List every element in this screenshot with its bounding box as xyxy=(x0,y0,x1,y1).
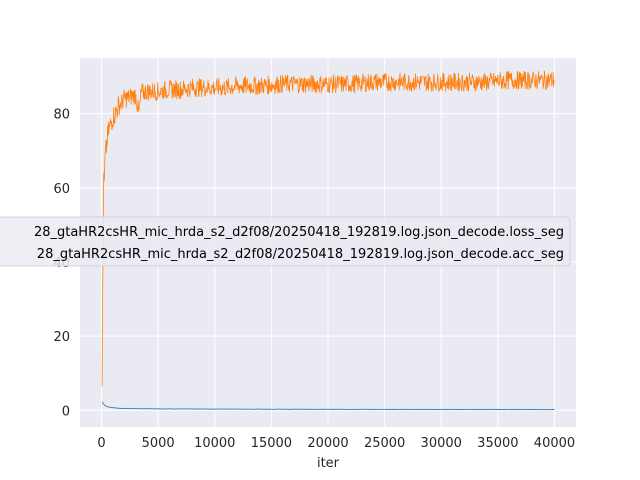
legend: 28_gtaHR2csHR_mic_hrda_s2_d2f08/20250418… xyxy=(0,216,571,267)
x-axis-ticks: 0 5000 10000 15000 20000 25000 30000 35000 40000 xyxy=(97,436,575,451)
x-tick-label-2: 10000 xyxy=(194,436,235,451)
x-tick-label-1: 5000 xyxy=(142,436,175,451)
x-tick-label-0: 0 xyxy=(97,436,105,451)
legend-box xyxy=(0,216,571,267)
x-tick-label-4: 20000 xyxy=(307,436,348,451)
series-lines xyxy=(101,70,555,411)
x-axis-label: iter xyxy=(317,456,340,471)
x-tick-label-3: 15000 xyxy=(251,436,292,451)
x-tick-label-8: 40000 xyxy=(534,436,575,451)
y-tick-label-1: 20 xyxy=(53,330,70,345)
x-tick-label-6: 30000 xyxy=(421,436,462,451)
y-tick-label-0: 0 xyxy=(62,404,70,419)
series-line-1 xyxy=(101,70,555,387)
legend-entry-1: 28_gtaHR2csHR_mic_hrda_s2_d2f08/20250418… xyxy=(37,247,564,262)
x-tick-label-5: 25000 xyxy=(364,436,405,451)
y-tick-label-3: 60 xyxy=(53,182,70,197)
series-line-0 xyxy=(101,401,555,411)
y-tick-label-4: 80 xyxy=(53,108,70,123)
legend-entry-0: 28_gtaHR2csHR_mic_hrda_s2_d2f08/20250418… xyxy=(34,225,564,240)
x-tick-label-7: 35000 xyxy=(477,436,518,451)
